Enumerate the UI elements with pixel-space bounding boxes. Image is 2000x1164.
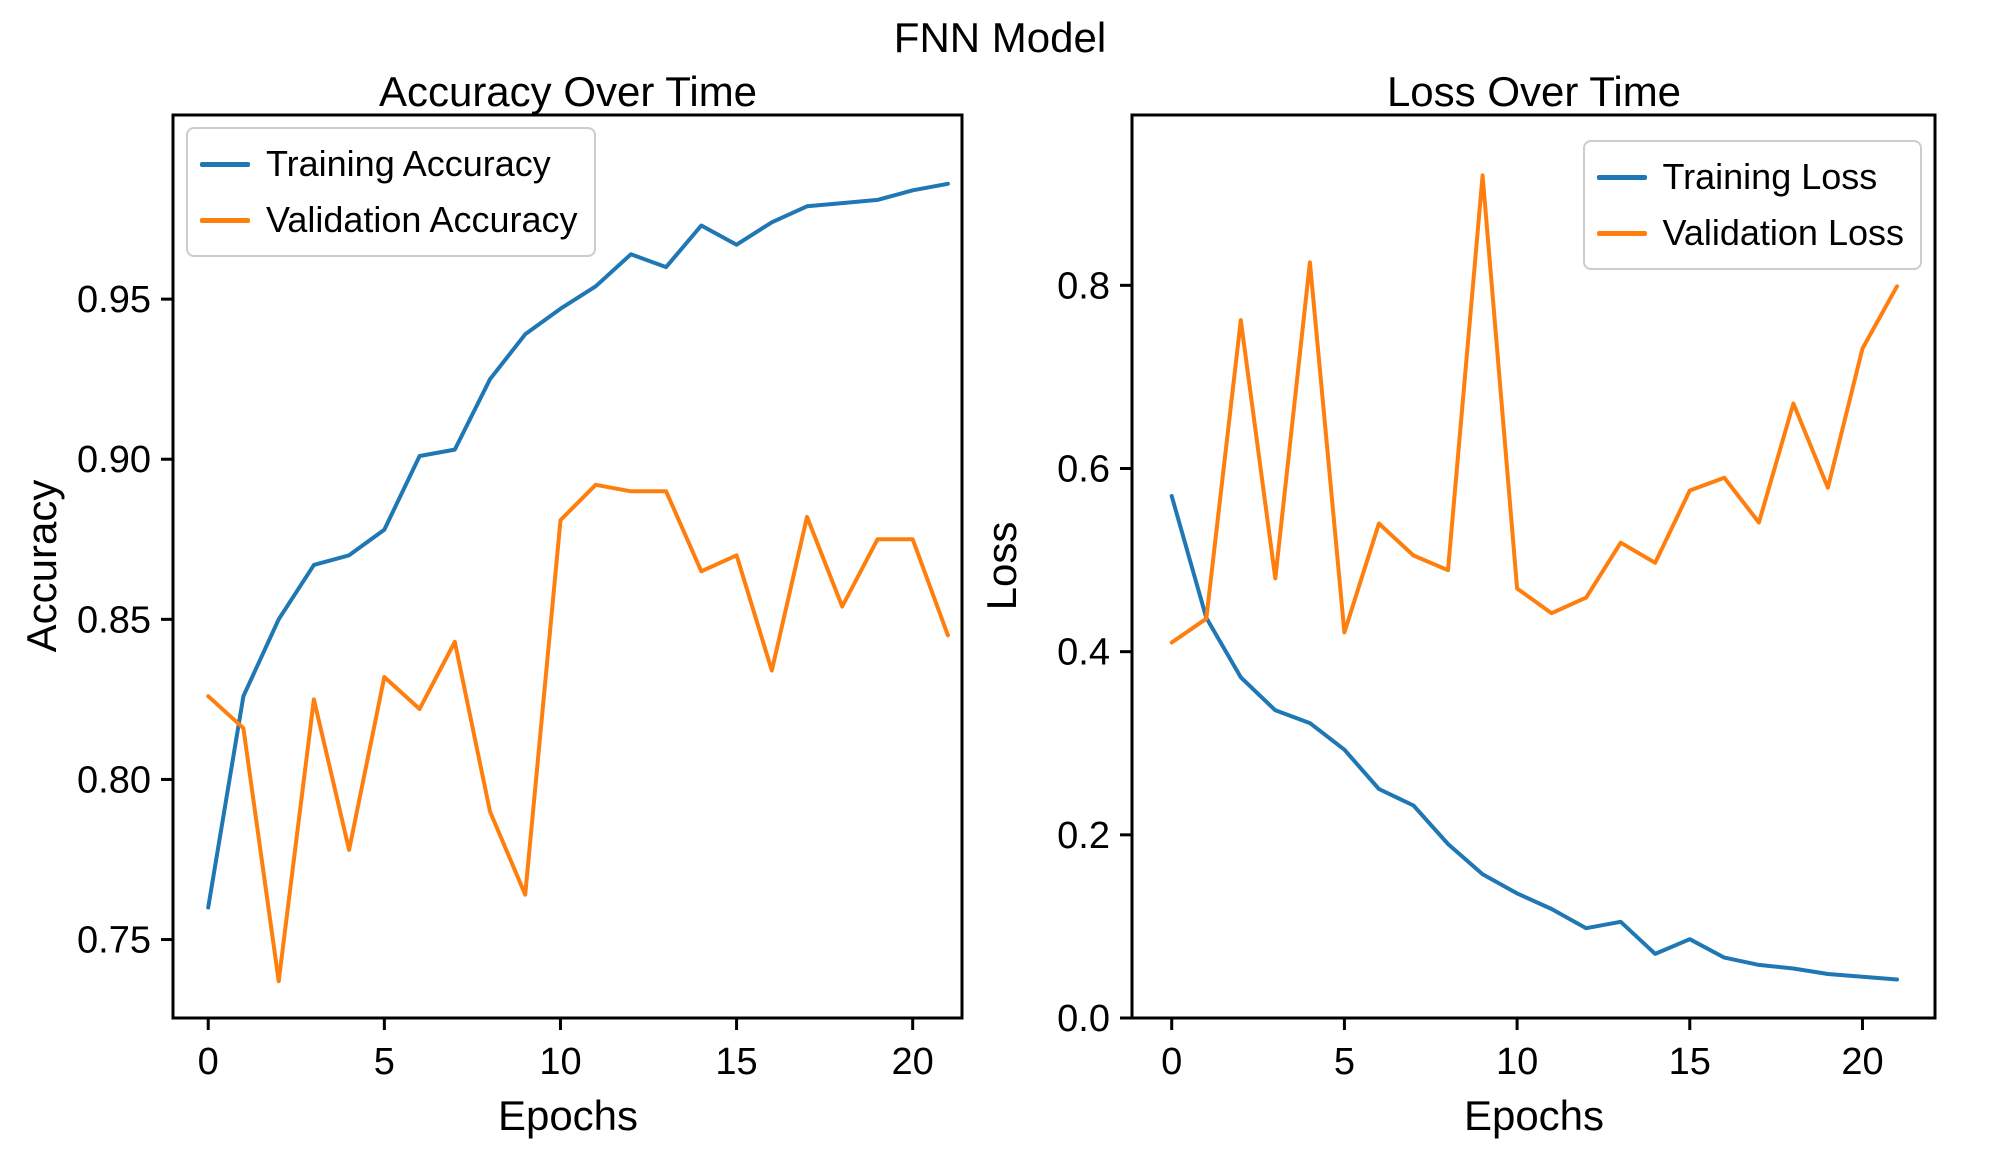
legend-item-training-loss: Training Loss bbox=[1596, 154, 1905, 200]
loss-legend: Training Loss Validation Loss bbox=[1582, 140, 1922, 270]
validation-accuracy-legend-label: Validation Accuracy bbox=[266, 199, 578, 240]
y-tick-label: 0.90 bbox=[77, 439, 151, 481]
validation-accuracy-line-swatch bbox=[200, 217, 250, 223]
validation-loss-legend-label: Validation Loss bbox=[1662, 212, 1905, 253]
validation-accuracy-line bbox=[206, 482, 950, 984]
x-tick-label: 10 bbox=[1496, 1041, 1538, 1083]
y-tick-label: 0.80 bbox=[77, 759, 151, 801]
accuracy-y-axis-label: Accuracy bbox=[18, 479, 65, 653]
legend-item-validation-accuracy: Validation Accuracy bbox=[200, 197, 578, 243]
training-loss-line bbox=[1169, 494, 1899, 982]
y-tick-label: 0.0 bbox=[1057, 998, 1110, 1040]
accuracy-over-time-axes-spines bbox=[171, 113, 964, 1020]
y-tick-label: 0.2 bbox=[1057, 815, 1110, 857]
loss-y-axis-label: Loss bbox=[978, 521, 1025, 611]
accuracy-legend: Training Accuracy Validation Accuracy bbox=[186, 127, 596, 257]
training-loss-line-swatch bbox=[1596, 174, 1647, 180]
loss-x-axis-label: Epochs bbox=[1463, 1092, 1605, 1139]
validation-loss-line bbox=[1169, 173, 1899, 645]
y-tick-label: 0.6 bbox=[1057, 449, 1110, 491]
accuracy-x-axis-label: Epochs bbox=[497, 1092, 639, 1139]
x-tick-label: 0 bbox=[1161, 1041, 1182, 1083]
x-tick-label: 5 bbox=[374, 1041, 395, 1083]
x-tick-label: 10 bbox=[539, 1041, 581, 1083]
x-tick-label: 15 bbox=[1669, 1041, 1711, 1083]
y-tick-label: 0.8 bbox=[1057, 265, 1110, 307]
legend-item-training-accuracy: Training Accuracy bbox=[200, 141, 578, 187]
y-tick-label: 0.85 bbox=[77, 599, 151, 641]
training-accuracy-line bbox=[206, 181, 950, 910]
y-tick-label: 0.75 bbox=[77, 920, 151, 962]
figure-suptitle: FNN Model bbox=[893, 14, 1107, 61]
x-tick-label: 20 bbox=[1841, 1041, 1883, 1083]
legend-item-validation-loss: Validation Loss bbox=[1596, 210, 1905, 256]
training-accuracy-line-swatch bbox=[200, 161, 250, 167]
training-loss-legend-label: Training Loss bbox=[1662, 156, 1878, 197]
training-accuracy-legend-label: Training Accuracy bbox=[266, 143, 551, 184]
x-tick-label: 0 bbox=[198, 1041, 219, 1083]
x-tick-label: 15 bbox=[715, 1041, 757, 1083]
loss-chart-title: Loss Over Time bbox=[1386, 68, 1682, 115]
accuracy-chart-title: Accuracy Over Time bbox=[378, 68, 758, 115]
y-tick-label: 0.95 bbox=[77, 279, 151, 321]
y-tick-label: 0.4 bbox=[1057, 632, 1110, 674]
x-tick-label: 5 bbox=[1334, 1041, 1355, 1083]
x-tick-label: 20 bbox=[892, 1041, 934, 1083]
validation-loss-line-swatch bbox=[1596, 230, 1647, 236]
loss-over-time-axes-spines bbox=[1130, 113, 1937, 1020]
